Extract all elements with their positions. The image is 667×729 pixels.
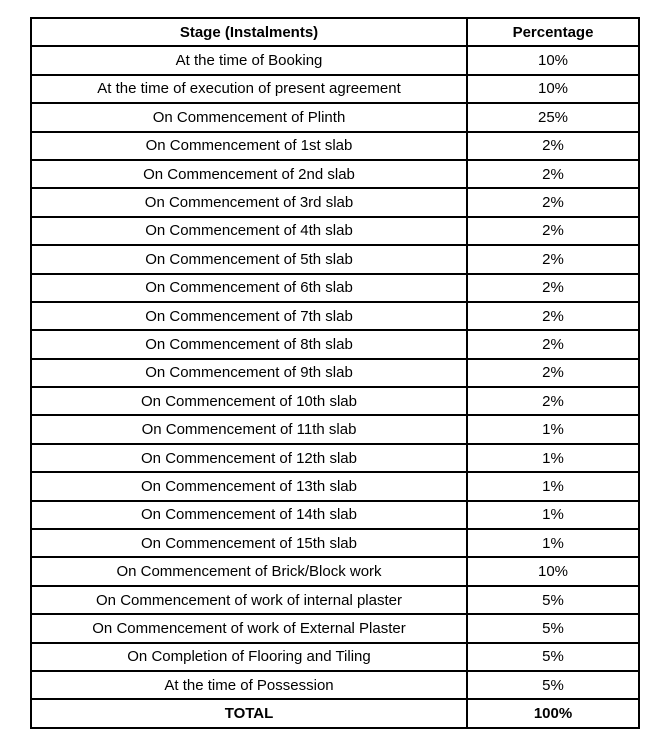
table-row: On Commencement of 4th slab 2% [30,215,640,247]
total-label: TOTAL [30,698,468,729]
table-row: On Commencement of 11th slab 1% [30,414,640,445]
percentage-cell: 2% [466,244,640,275]
percentage-cell: 2% [466,329,640,360]
percentage-cell: 1% [466,499,640,531]
percentage-cell: 10% [466,556,640,587]
table-row: On Commencement of 9th slab 2% [30,357,640,389]
total-row: TOTAL 100% [30,698,640,729]
table-row: At the time of execution of present agre… [30,73,640,105]
percentage-cell: 1% [466,442,640,474]
table-row: On Commencement of work of internal plas… [30,584,640,616]
table-row: On Commencement of 13th slab 1% [30,471,640,502]
percentage-cell: 2% [466,272,640,303]
payment-schedule-table: Stage (Instalments) Percentage At the ti… [30,16,640,729]
table-row: On Commencement of 8th slab 2% [30,329,640,360]
percentage-cell: 2% [466,187,640,218]
percentage-cell: 1% [466,471,640,502]
table-row: At the time of Booking 10% [30,45,640,76]
column-header-stage: Stage (Instalments) [30,16,468,48]
table-row: On Commencement of 2nd slab 2% [30,158,640,190]
stage-cell: On Commencement of 6th slab [30,272,468,303]
percentage-cell: 2% [466,300,640,332]
table-row: On Commencement of 12th slab 1% [30,442,640,474]
stage-cell: On Commencement of 5th slab [30,244,468,275]
table-row: On Commencement of Plinth 25% [30,102,640,133]
stage-cell: On Commencement of 11th slab [30,414,468,445]
stage-cell: At the time of execution of present agre… [30,73,468,105]
percentage-cell: 2% [466,158,640,190]
percentage-cell: 25% [466,102,640,133]
stage-cell: On Commencement of 3rd slab [30,187,468,218]
table-row: On Commencement of 5th slab 2% [30,244,640,275]
table-row: On Commencement of 7th slab 2% [30,300,640,332]
stage-cell: On Commencement of 15th slab [30,528,468,559]
stage-cell: On Commencement of 7th slab [30,300,468,332]
stage-cell: On Commencement of 9th slab [30,357,468,389]
percentage-cell: 5% [466,584,640,616]
percentage-cell: 2% [466,130,640,161]
stage-cell: On Commencement of 4th slab [30,215,468,247]
percentage-cell: 5% [466,613,640,644]
table-row: On Completion of Flooring and Tiling 5% [30,641,640,672]
stage-cell: On Completion of Flooring and Tiling [30,641,468,672]
table-row: On Commencement of 1st slab 2% [30,130,640,161]
stage-cell: On Commencement of 10th slab [30,386,468,417]
table-row: On Commencement of 3rd slab 2% [30,187,640,218]
percentage-cell: 2% [466,357,640,389]
stage-cell: On Commencement of 14th slab [30,499,468,531]
percentage-cell: 2% [466,386,640,417]
stage-cell: On Commencement of work of internal plas… [30,584,468,616]
percentage-cell: 5% [466,641,640,672]
table-row: On Commencement of Brick/Block work 10% [30,556,640,587]
column-header-percentage: Percentage [466,16,640,48]
stage-cell: On Commencement of work of External Plas… [30,613,468,644]
table-row: On Commencement of 10th slab 2% [30,386,640,417]
percentage-cell: 2% [466,215,640,247]
stage-cell: On Commencement of 1st slab [30,130,468,161]
table-row: On Commencement of 15th slab 1% [30,528,640,559]
stage-cell: On Commencement of 2nd slab [30,158,468,190]
stage-cell: On Commencement of 8th slab [30,329,468,360]
table-row: On Commencement of 14th slab 1% [30,499,640,531]
stage-cell: On Commencement of 13th slab [30,471,468,502]
table-header-row: Stage (Instalments) Percentage [30,16,640,48]
total-value: 100% [466,698,640,729]
stage-cell: On Commencement of Brick/Block work [30,556,468,587]
stage-cell: At the time of Booking [30,45,468,76]
table-row: On Commencement of work of External Plas… [30,613,640,644]
stage-cell: At the time of Possession [30,669,468,701]
table-row: At the time of Possession 5% [30,669,640,701]
table-row: On Commencement of 6th slab 2% [30,272,640,303]
percentage-cell: 10% [466,73,640,105]
stage-cell: On Commencement of Plinth [30,102,468,133]
stage-cell: On Commencement of 12th slab [30,442,468,474]
percentage-cell: 10% [466,45,640,76]
percentage-cell: 1% [466,414,640,445]
percentage-cell: 5% [466,669,640,701]
percentage-cell: 1% [466,528,640,559]
